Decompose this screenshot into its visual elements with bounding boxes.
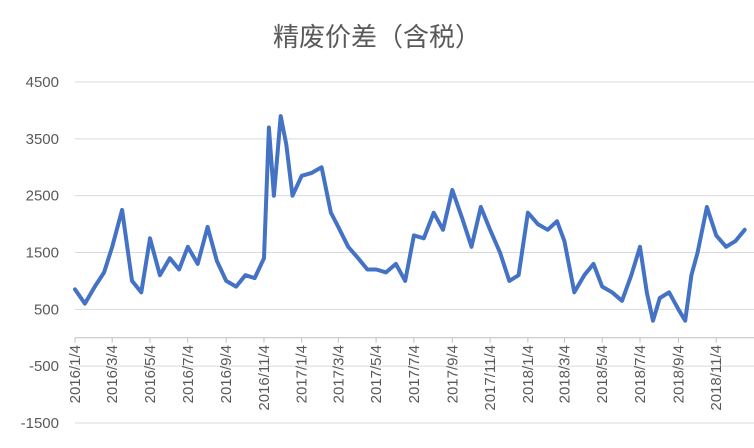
x-tick-label: 2018/7/4 <box>632 345 649 403</box>
y-axis: -1500 -500 500 1500 2500 3500 4500 <box>21 74 59 432</box>
y-tick-label: 2500 <box>26 188 59 205</box>
x-tick-label: 2016/7/4 <box>180 345 197 403</box>
x-tick-label: 2017/5/4 <box>368 345 385 403</box>
y-tick-label: -500 <box>29 358 59 375</box>
x-tick-label: 2016/3/4 <box>104 345 121 403</box>
x-tick-label: 2018/11/4 <box>708 345 725 411</box>
x-tick-label: 2018/9/4 <box>670 345 687 403</box>
series-layer <box>73 114 747 323</box>
x-tick-label: 2017/7/4 <box>406 345 423 403</box>
gridlines <box>75 81 754 424</box>
x-tick-label: 2018/3/4 <box>556 345 573 403</box>
y-tick-label: 1500 <box>26 245 59 262</box>
x-tick-label: 2017/3/4 <box>330 345 347 403</box>
x-tick-label: 2017/11/4 <box>482 345 499 411</box>
x-tick-label: 2016/1/4 <box>67 345 84 403</box>
chart-title: 精废价差（含税） <box>273 23 481 53</box>
x-axis: 2016/1/4 2016/3/4 2016/5/4 2016/7/4 2016/9/4… <box>67 337 754 411</box>
x-tick-label: 2016/5/4 <box>142 345 159 403</box>
x-tick-label: 2018/5/4 <box>594 345 611 403</box>
x-tick-label: 2016/11/4 <box>256 345 273 411</box>
x-tick-label: 2017/9/4 <box>444 345 461 403</box>
y-tick-label: 4500 <box>26 74 59 91</box>
series-line-1 <box>73 114 747 323</box>
x-tick-label: 2016/9/4 <box>218 345 235 403</box>
x-tick-label: 2017/1/4 <box>294 345 311 403</box>
y-tick-label: 500 <box>34 301 59 318</box>
x-tick-label: 2018/1/4 <box>520 345 537 403</box>
y-tick-label: 3500 <box>26 131 59 148</box>
y-tick-label: -1500 <box>21 415 59 432</box>
